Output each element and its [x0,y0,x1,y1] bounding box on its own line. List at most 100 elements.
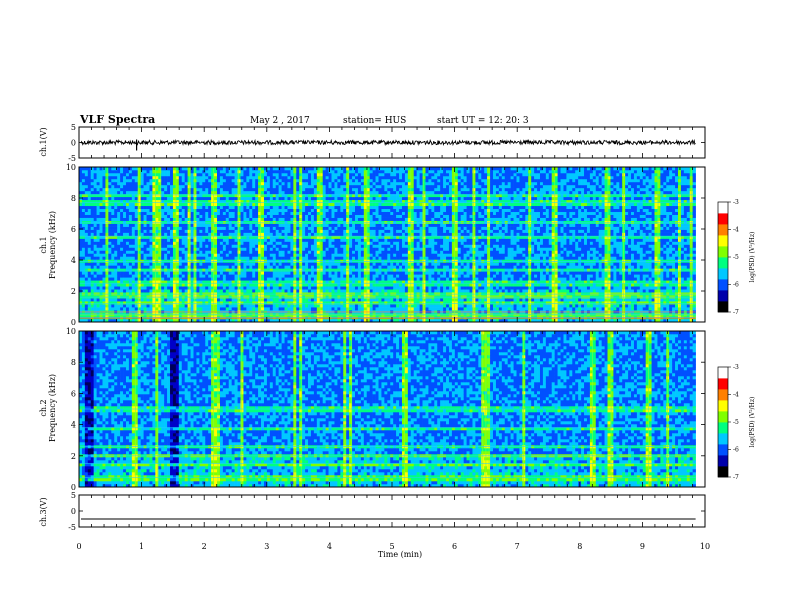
spectrogram-cell [123,286,126,289]
spectrogram-cell [164,212,167,215]
spectrogram-cell [85,206,88,209]
spectrogram-cell [120,170,123,173]
spectrogram-cell [155,209,158,212]
spectrogram-cell [114,185,117,188]
spectrogram-cell [82,301,85,304]
spectrogram-cell [102,239,105,242]
spectrogram-cell [100,203,103,206]
spectrogram-cell [161,185,164,188]
spectrogram-cell [91,283,94,286]
spectrogram-cell [141,256,144,259]
spectrogram-cell [135,301,138,304]
spectrogram-cell [102,286,105,289]
spectrogram-cell [85,191,88,194]
spectrogram-cell [158,245,161,248]
spectrogram-cell [158,206,161,209]
spectrogram-cell [179,182,182,185]
spectrogram-cell [100,230,103,233]
spectrogram-cell [94,230,97,233]
spectrogram-cell [91,191,94,194]
spectrogram-cell [182,170,185,173]
spectrogram-cell [120,224,123,227]
spectrogram-cell [149,236,152,239]
spectrogram-cell [123,206,126,209]
spectrogram-cell [164,274,167,277]
spectrogram-cell [155,304,158,307]
spectrogram-cell [176,230,179,233]
spectrogram-cell [82,256,85,259]
spectrogram-cell [88,250,91,253]
spectrogram-cell [141,242,144,245]
spectrogram-cell [111,245,114,248]
spectrogram-cell [97,239,100,242]
spectrogram-cell [126,227,129,230]
spectrogram-cell [126,271,129,274]
spectrogram-cell [82,286,85,289]
spectrogram-cell [126,277,129,280]
spectrogram-cell [123,179,126,182]
spectrogram-cell [185,298,188,301]
spectrogram-cell [108,227,111,230]
spectrogram-cell [170,245,173,248]
spectrogram-cell [185,233,188,236]
spectrogram-cell [158,253,161,256]
spectrogram-cell [120,271,123,274]
spectrogram-cell [179,298,182,301]
spectrogram-cell [155,298,158,301]
spectrogram-cell [114,179,117,182]
spectrogram-cell [185,307,188,310]
spectrogram-cell [114,286,117,289]
spectrogram-cell [158,289,161,292]
spectrogram-cell [117,265,120,268]
spectrogram-cell [149,170,152,173]
spectrogram-cell [91,185,94,188]
spectrogram-cell [179,233,182,236]
spectrogram-cell [129,224,132,227]
spectrogram-cell [141,271,144,274]
spectrogram-cell [158,221,161,224]
spectrogram-cell [126,247,129,250]
spectrogram-cell [120,191,123,194]
spectrogram-cell [167,286,170,289]
spectrogram-cell [91,304,94,307]
spectrogram-cell [85,215,88,218]
spectrogram-cell [132,298,135,301]
spectrogram-cell [102,209,105,212]
spectrogram-cell [135,233,138,236]
spectrogram-cell [182,262,185,265]
spectrogram-cell [102,304,105,307]
spectrogram-cell [170,289,173,292]
spectrogram-cell [170,265,173,268]
spectrogram-cell [176,274,179,277]
spectrogram-cell [102,256,105,259]
spectrogram-cell [108,179,111,182]
start-time-label: start UT = 12: 20: 3 [437,116,529,126]
spectrogram-cell [126,242,129,245]
spectrogram-cell [161,307,164,310]
spectrogram-cell [185,191,188,194]
spectrogram-cell [100,209,103,212]
spectrogram-cell [158,182,161,185]
spectrogram-cell [170,250,173,253]
spectrogram-cell [176,256,179,259]
spectrogram-cell [82,239,85,242]
spectrogram-cell [100,227,103,230]
spectrogram-cell [129,274,132,277]
spectrogram-cell [91,307,94,310]
spectrogram-cell [176,262,179,265]
spectrogram-cell [149,185,152,188]
spectrogram-cell [129,289,132,292]
spectrogram-cell [132,304,135,307]
spectrogram-cell [179,265,182,268]
spectrogram-cell [91,271,94,274]
spectrogram-cell [144,188,147,191]
spectrogram-cell [176,227,179,230]
spectrogram-cell [114,230,117,233]
spectrogram-cell [141,218,144,221]
spectrogram-cell [185,301,188,304]
spectrogram-cell [123,197,126,200]
spectrogram-cell [158,212,161,215]
spectrogram-cell [164,206,167,209]
ch1-waveform-panel: 50-5 [68,123,705,163]
spectrogram-cell [135,212,138,215]
